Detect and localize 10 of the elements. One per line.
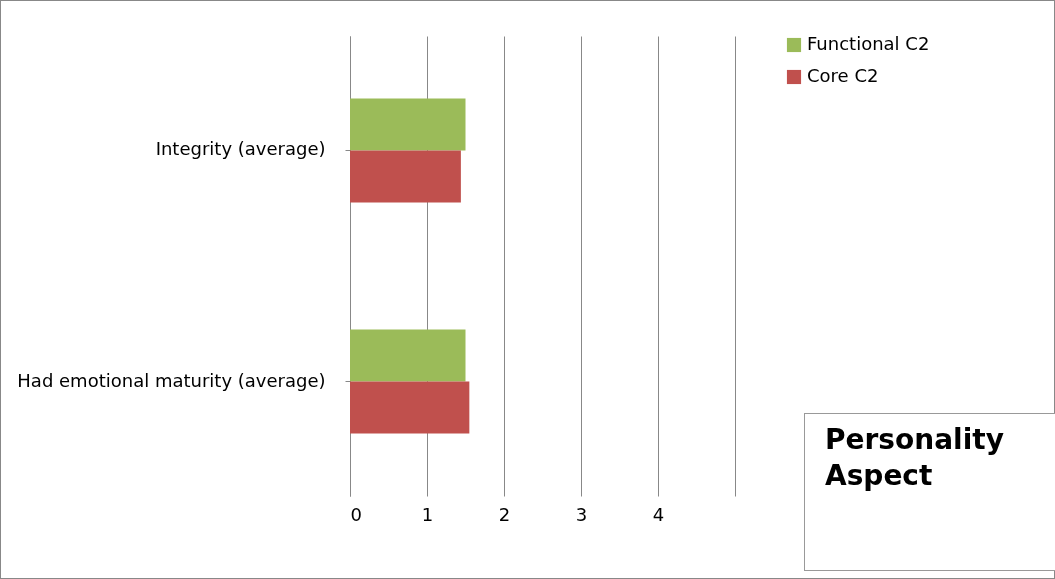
x-tick-label: 1 xyxy=(421,503,434,525)
legend-label: Functional C2 xyxy=(807,33,930,54)
y-tick-label: Integrity (average) xyxy=(155,138,326,160)
x-tick-label: 0 xyxy=(350,503,362,525)
x-tick-label: 3 xyxy=(575,503,588,525)
y-tick-label: Had emotional maturity (average) xyxy=(17,369,326,391)
x-tick-label: 2 xyxy=(498,503,511,525)
text: Personality Aspect xyxy=(804,413,1055,571)
x-tick-label: 4 xyxy=(652,503,665,525)
legend-label: Core C2 xyxy=(807,65,879,86)
